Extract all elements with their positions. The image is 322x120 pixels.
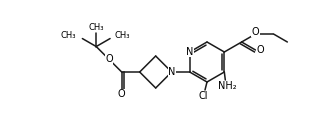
- Text: NH₂: NH₂: [218, 81, 237, 91]
- Text: O: O: [118, 89, 126, 99]
- Text: CH₃: CH₃: [89, 23, 104, 32]
- Text: Cl: Cl: [198, 91, 208, 101]
- Text: O: O: [252, 27, 259, 37]
- Text: O: O: [105, 54, 113, 64]
- Text: CH₃: CH₃: [61, 31, 76, 40]
- Text: N: N: [186, 47, 194, 57]
- Text: O: O: [257, 45, 264, 55]
- Text: N: N: [168, 67, 175, 77]
- Text: CH₃: CH₃: [114, 31, 129, 40]
